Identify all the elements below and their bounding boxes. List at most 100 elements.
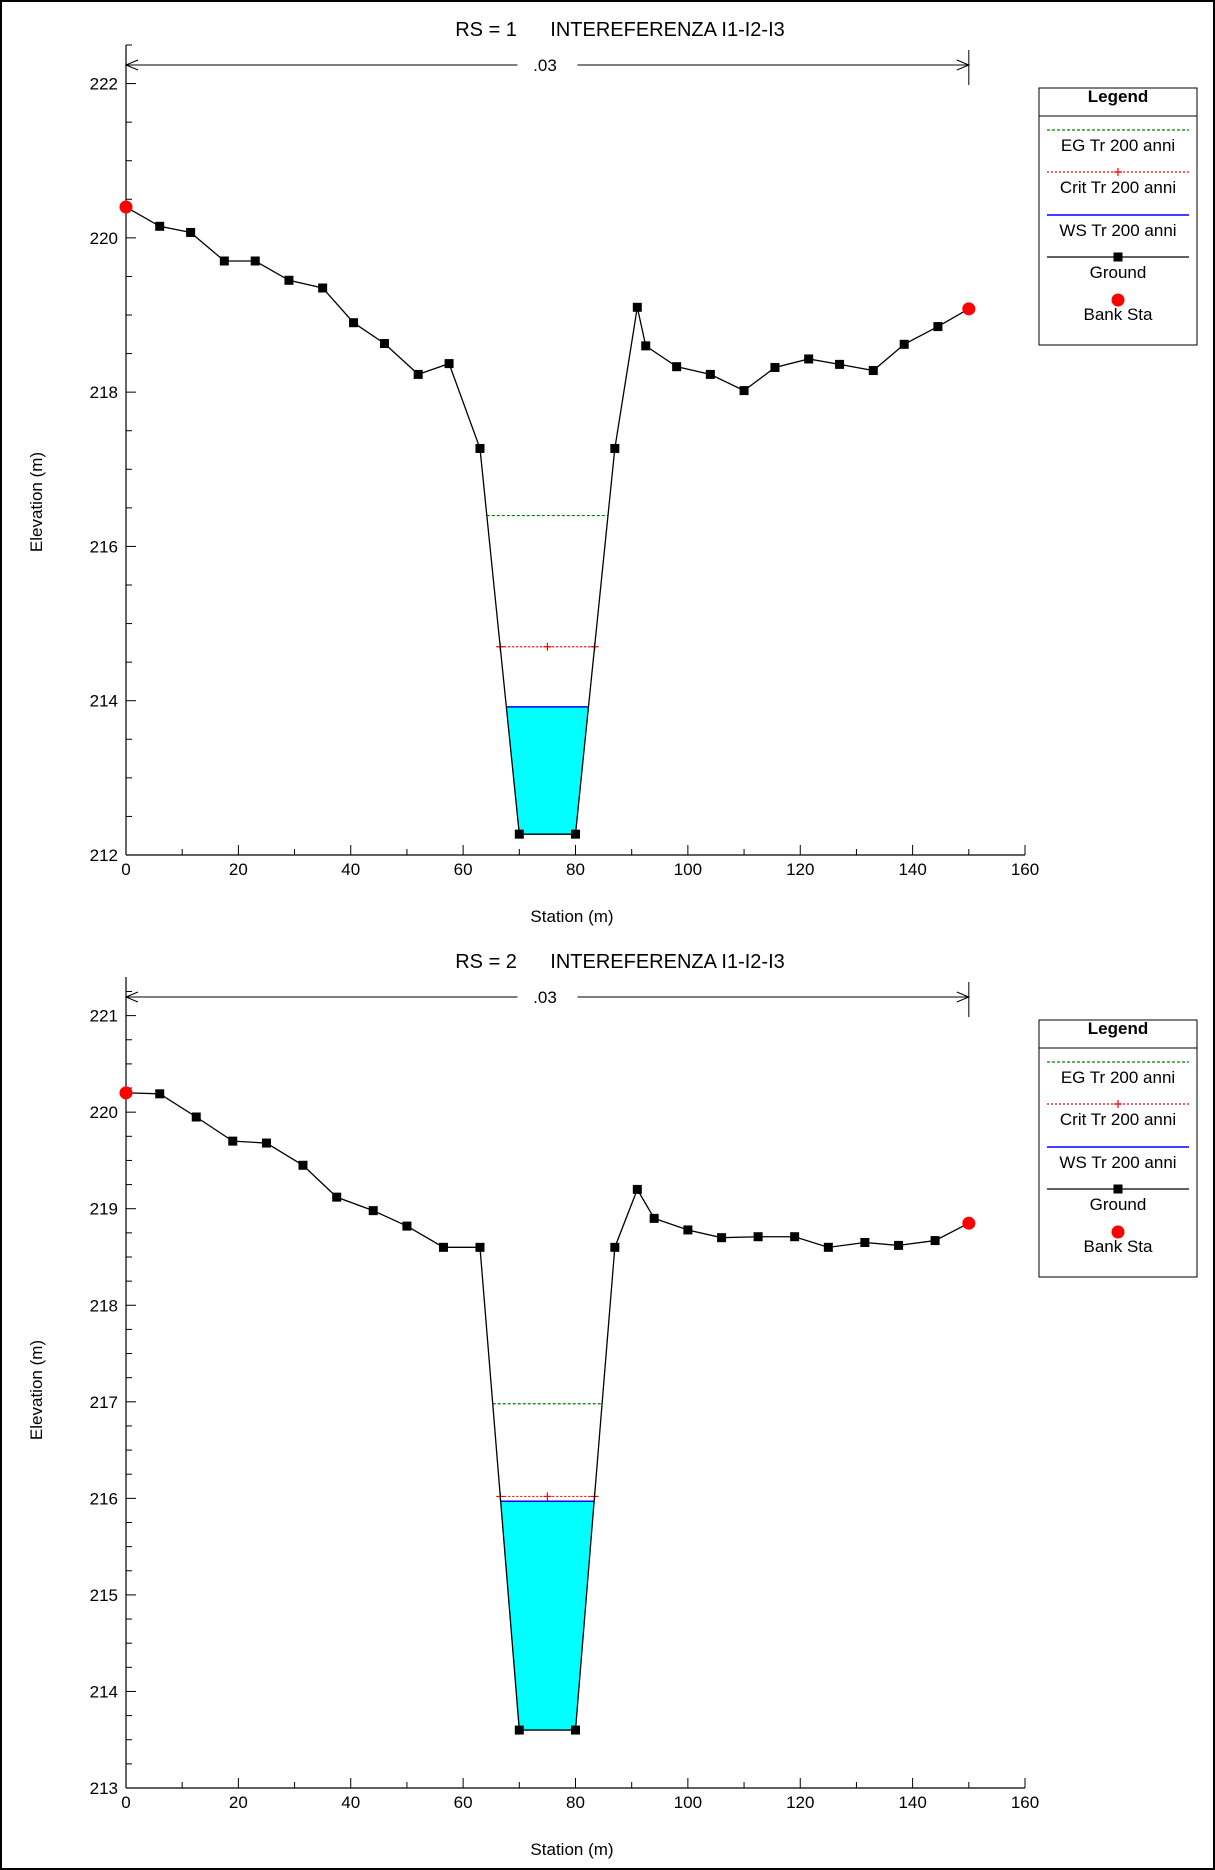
bank-station-point: [119, 200, 133, 214]
ground-point: [823, 1242, 833, 1252]
ground-point: [413, 369, 423, 379]
legend-label-bank: Bank Sta: [1084, 305, 1154, 324]
legend-label-ground: Ground: [1090, 1195, 1147, 1214]
y-tick-label: 214: [90, 1682, 118, 1701]
ground-point: [835, 359, 845, 369]
legend-label-ws: WS Tr 200 anni: [1059, 1153, 1176, 1172]
plot-area: 0 20 40 60 80 100 120 140 160 213 214 215 216 217 218 2…: [90, 977, 1039, 1812]
manning-arrow-left: [124, 991, 139, 1003]
y-axis-label: Elevation (m): [27, 1340, 46, 1440]
y-tick-label: 219: [90, 1200, 118, 1219]
legend-symbol-bank: [1111, 1225, 1125, 1239]
ground-point: [899, 339, 909, 349]
x-tick-label: 40: [341, 1793, 360, 1812]
x-tick-label: 60: [454, 1793, 473, 1812]
x-tick-label: 40: [341, 860, 360, 879]
y-tick-label: 213: [90, 1779, 118, 1798]
legend-label-bank: Bank Sta: [1084, 1237, 1154, 1256]
ground-point: [571, 1725, 580, 1735]
manning-label: .03: [533, 988, 557, 1007]
legend-title: Legend: [1088, 1019, 1148, 1038]
ground-point: [514, 1725, 524, 1735]
y-tick-label: 222: [90, 75, 118, 94]
y-tick-label: 215: [90, 1586, 118, 1605]
chart-title: RS = 2 INTEREFERENZA I1-I2-I3: [455, 951, 785, 973]
x-tick-label: 80: [566, 1793, 585, 1812]
legend-symbol-bank: [1111, 293, 1125, 307]
manning-label: .03: [533, 56, 557, 75]
ground-point: [186, 227, 196, 237]
ground-point: [379, 339, 389, 349]
water-fill: [500, 1501, 595, 1731]
bank-station-point: [119, 1086, 133, 1100]
ground-point: [933, 322, 943, 332]
ground-point: [868, 366, 878, 376]
ground-point: [318, 283, 328, 293]
ground-point: [649, 1213, 659, 1223]
legend: Legend EG Tr 200 anni Crit Tr 200 anni W…: [1038, 87, 1198, 346]
chart-rs2: RS = 2 INTEREFERENZA I1-I2-I3 Station (m…: [27, 951, 1198, 1859]
legend-title: Legend: [1088, 87, 1148, 106]
ground-point: [641, 341, 651, 351]
chart-title: RS = 1 INTEREFERENZA I1-I2-I3: [455, 19, 785, 41]
ground-point: [250, 256, 260, 266]
chart-rs1: RS = 1 INTEREFERENZA I1-I2-I3 Station (m…: [27, 19, 1198, 926]
ground-point: [368, 1206, 378, 1216]
ground-point: [860, 1238, 870, 1248]
x-tick-label: 140: [898, 860, 926, 879]
ground-point: [191, 1112, 201, 1122]
bank-station-point: [962, 1216, 976, 1230]
x-tick-label: 160: [1011, 1793, 1039, 1812]
legend-label-eg: EG Tr 200 anni: [1061, 1068, 1175, 1087]
y-tick-label: 218: [90, 383, 118, 402]
ground-point: [632, 1184, 642, 1194]
y-tick-label: 217: [90, 1393, 118, 1412]
ground-point: [804, 354, 814, 364]
x-tick-label: 120: [786, 860, 814, 879]
ground-point: [610, 1242, 620, 1252]
bank-station-point: [962, 302, 976, 316]
ground-point: [402, 1221, 412, 1231]
y-axis-label: Elevation (m): [27, 452, 46, 552]
legend-label-eg: EG Tr 200 anni: [1061, 136, 1175, 155]
legend: Legend EG Tr 200 anni Crit Tr 200 anni W…: [1038, 1019, 1198, 1278]
y-tick-label: 220: [90, 1103, 118, 1122]
ground-point: [770, 362, 780, 372]
ground-point: [219, 256, 229, 266]
x-tick-label: 80: [566, 860, 585, 879]
manning-arrow-right: [956, 991, 971, 1003]
x-tick-label: 20: [229, 860, 248, 879]
y-tick-label: 221: [90, 1007, 118, 1026]
ground-point: [705, 369, 715, 379]
legend-symbol-ground-marker: [1113, 1184, 1123, 1194]
manning-arrow-right: [956, 59, 971, 71]
x-axis-label: Station (m): [530, 1840, 613, 1859]
ground-point: [753, 1232, 763, 1242]
y-tick-label: 218: [90, 1296, 118, 1315]
x-tick-label: 0: [121, 860, 130, 879]
legend-label-crit: Crit Tr 200 anni: [1060, 178, 1176, 197]
ground-point: [894, 1240, 904, 1250]
ground-point: [349, 318, 359, 328]
x-axis-label: Station (m): [530, 907, 613, 926]
ground-point: [475, 443, 485, 453]
legend-symbol-crit-marker: [1114, 168, 1122, 176]
legend-label-crit: Crit Tr 200 anni: [1060, 1110, 1176, 1129]
manning-arrow-left: [124, 59, 139, 71]
x-tick-label: 100: [674, 1793, 702, 1812]
ground-point: [672, 362, 682, 372]
ground-point: [298, 1160, 308, 1170]
ground-point: [284, 275, 294, 285]
ground-point: [790, 1232, 800, 1242]
y-tick-label: 216: [90, 1489, 118, 1508]
x-tick-label: 0: [121, 1793, 130, 1812]
legend-label-ws: WS Tr 200 anni: [1059, 221, 1176, 240]
ground-point: [571, 829, 580, 839]
ground-point: [632, 302, 642, 312]
y-tick-label: 214: [90, 692, 118, 711]
y-tick-label: 220: [90, 229, 118, 248]
ground-point: [155, 1089, 165, 1099]
ground-point: [261, 1138, 271, 1148]
water-fill: [506, 706, 589, 835]
